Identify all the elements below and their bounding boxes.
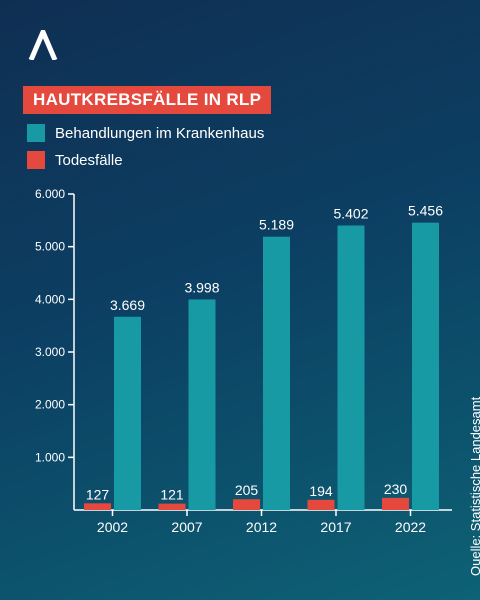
legend-item-behandlungen: Behandlungen im Krankenhaus: [27, 124, 264, 142]
logo-icon: [28, 30, 58, 60]
data-label-todesfaelle: 194: [309, 483, 333, 499]
y-tick-label: 2.000: [35, 398, 65, 412]
data-label-behandlungen: 5.402: [333, 205, 368, 221]
x-tick-label: 2017: [320, 519, 351, 535]
data-label-todesfaelle: 127: [86, 486, 110, 502]
data-label-behandlungen: 3.669: [110, 297, 145, 313]
legend-item-todesfaelle: Todesfälle: [27, 151, 123, 169]
x-tick-label: 2012: [246, 519, 277, 535]
y-tick-label: 3.000: [35, 345, 65, 359]
data-label-todesfaelle: 230: [384, 481, 408, 497]
data-label-todesfaelle: 205: [235, 482, 259, 498]
data-label-behandlungen: 5.456: [408, 203, 443, 219]
bar-todesfaelle: [233, 499, 260, 510]
y-tick-label: 5.000: [35, 240, 65, 254]
data-label-behandlungen: 5.189: [259, 217, 294, 233]
legend-swatch-behandlungen: [27, 124, 45, 142]
title-banner: HAUTKREBSFÄLLE IN RLP: [23, 86, 272, 114]
legend-label-todesfaelle: Todesfälle: [55, 151, 123, 169]
legend-swatch-todesfaelle: [27, 151, 45, 169]
x-tick-label: 2007: [171, 519, 202, 535]
data-label-todesfaelle: 121: [160, 487, 184, 503]
source-note: Quelle: Statistische Landesamt: [468, 396, 480, 576]
bar-behandlungen: [412, 222, 439, 510]
legend-label-behandlungen: Behandlungen im Krankenhaus: [55, 124, 265, 142]
x-tick-label: 2022: [395, 519, 426, 535]
x-tick-label: 2002: [97, 519, 128, 535]
y-tick-label: 4.000: [35, 292, 65, 306]
bar-todesfaelle: [382, 497, 409, 510]
y-tick-label: 6.000: [35, 187, 65, 201]
bar-behandlungen: [114, 316, 141, 510]
bar-todesfaelle: [158, 503, 186, 510]
bar-behandlungen: [263, 236, 290, 511]
bar-todesfaelle: [307, 499, 335, 510]
bar-todesfaelle: [84, 503, 111, 510]
chart-title: HAUTKREBSFÄLLE IN RLP: [33, 90, 262, 109]
bar-behandlungen: [188, 299, 216, 510]
y-tick-label: 1.000: [35, 450, 65, 464]
data-label-behandlungen: 3.998: [184, 279, 219, 295]
bar-behandlungen: [337, 225, 365, 510]
